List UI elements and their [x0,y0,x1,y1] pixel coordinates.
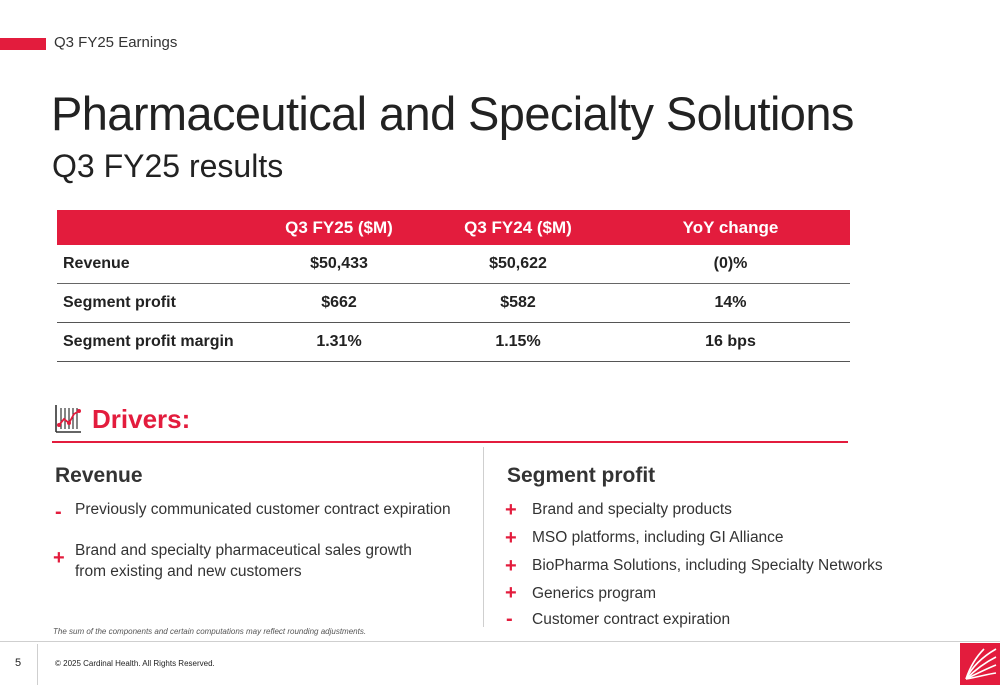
cell-fy24: $50,622 [425,245,611,284]
plus-sign-icon: + [505,555,517,577]
minus-sign-icon: - [506,608,513,630]
revenue-driver-item: Brand and specialty pharmaceutical sales… [75,540,412,582]
plus-sign-icon: + [505,527,517,549]
table-row: Segment profit $662 $582 14% [57,283,850,323]
cardinal-health-logo-icon [960,643,1000,685]
copyright: © 2025 Cardinal Health. All Rights Reser… [55,659,215,668]
row-label: Segment profit margin [57,322,253,362]
plus-sign-icon: + [53,547,65,569]
cell-yoy: 14% [611,283,850,323]
table-row: Segment profit margin 1.31% 1.15% 16 bps [57,322,850,362]
page-number: 5 [15,657,22,669]
eyebrow-accent-bar [0,38,46,50]
footer-vertical-divider [37,644,38,685]
chart-analysis-icon [55,405,81,433]
drivers-divider [52,441,848,443]
revenue-driver-line: from existing and new customers [75,563,302,580]
results-table: Q3 FY25 ($M) Q3 FY24 ($M) YoY change Rev… [57,210,850,362]
eyebrow-label: Q3 FY25 Earnings [54,34,178,51]
table-header-row: Q3 FY25 ($M) Q3 FY24 ($M) YoY change [57,210,850,245]
footer-divider [0,641,1000,642]
revenue-heading: Revenue [55,464,143,487]
cell-fy25: $662 [253,283,425,323]
segment-driver-item: BioPharma Solutions, including Specialty… [532,557,883,574]
page-title: Pharmaceutical and Specialty Solutions [51,87,854,140]
column-divider [483,447,484,627]
cell-fy25: $50,433 [253,245,425,284]
row-label: Segment profit [57,283,253,323]
plus-sign-icon: + [505,499,517,521]
revenue-driver-line: Brand and specialty pharmaceutical sales… [75,542,412,559]
cell-yoy: (0)% [611,245,850,284]
segment-profit-heading: Segment profit [507,464,656,487]
segment-driver-item: Brand and specialty products [532,501,732,518]
cell-yoy: 16 bps [611,322,850,362]
table-header-fy25: Q3 FY25 ($M) [253,210,425,245]
cell-fy25: 1.31% [253,322,425,362]
drivers-heading: Drivers: [92,404,191,434]
table-header-blank [57,210,253,245]
cell-fy24: 1.15% [425,322,611,362]
footnote: The sum of the components and certain co… [53,627,367,636]
plus-sign-icon: + [505,582,517,604]
row-label: Revenue [57,245,253,284]
cell-fy24: $582 [425,283,611,323]
table-header-fy24: Q3 FY24 ($M) [425,210,611,245]
segment-driver-item: Generics program [532,585,657,602]
revenue-driver-item: Previously communicated customer contrac… [75,501,451,518]
segment-driver-item: MSO platforms, including GI Alliance [532,529,784,546]
segment-driver-item: Customer contract expiration [532,611,731,628]
minus-sign-icon: - [55,501,62,523]
table-header-yoy: YoY change [611,210,850,245]
page-subtitle: Q3 FY25 results [52,148,284,184]
table-row: Revenue $50,433 $50,622 (0)% [57,245,850,284]
